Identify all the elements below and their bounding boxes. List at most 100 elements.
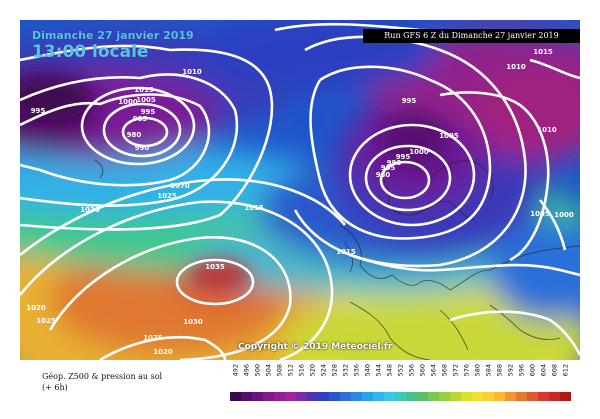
legend-swatch (450, 392, 461, 401)
isobar-label: 1015 (533, 48, 553, 56)
legend-value: 500 (254, 364, 262, 376)
legend-value: 544 (375, 364, 383, 376)
isobar-label: 1000 (554, 211, 574, 219)
isobar-label: 1000 (409, 148, 429, 156)
legend-value: 588 (496, 364, 504, 376)
legend-swatch (351, 392, 362, 401)
legend-value: 600 (529, 364, 537, 376)
isobar-label: 1075 (143, 334, 163, 342)
legend-swatch (373, 392, 384, 401)
legend-swatch (384, 392, 395, 401)
isobar-label: 1030 (183, 318, 203, 326)
forecast-time: 13:00 locale (32, 42, 149, 62)
legend-value: 580 (474, 364, 482, 376)
geopotential-field: 1015 1010 1000 1005 995 985 980 990 995 … (20, 20, 580, 360)
legend-swatch (560, 392, 571, 401)
isobar-label: 1020 (26, 304, 46, 312)
legend-value: 536 (353, 364, 361, 376)
legend-swatch (230, 392, 241, 401)
legend-value: 548 (386, 364, 394, 376)
legend-swatch (318, 392, 329, 401)
isobar-label: 990 (387, 159, 402, 167)
legend-swatch (439, 392, 450, 401)
isobar-label: 1015 (134, 86, 154, 94)
caption-lead-time: (+ 6h) (42, 383, 68, 392)
isobar-label: 1010 (506, 63, 526, 71)
legend-value: 508 (276, 364, 284, 376)
caption-parameter: Géop. Z500 & pression au sol (42, 372, 163, 381)
legend-swatch (516, 392, 527, 401)
legend-value: 552 (397, 364, 405, 376)
legend-swatch (428, 392, 439, 401)
legend-value: 504 (265, 364, 273, 376)
legend-value: 608 (551, 364, 559, 376)
legend-swatch (395, 392, 406, 401)
isobar-label: 995 (402, 97, 417, 105)
legend-value: 560 (419, 364, 427, 376)
legend-value: 512 (287, 364, 295, 376)
legend-swatch (241, 392, 252, 401)
legend-value: 576 (463, 364, 471, 376)
legend-value: 524 (320, 364, 328, 376)
legend-swatch (329, 392, 340, 401)
legend-swatch (472, 392, 483, 401)
legend-swatch (406, 392, 417, 401)
isobar-label: 995 (141, 108, 156, 116)
isobar-label: 985 (381, 164, 396, 172)
legend-swatch (362, 392, 373, 401)
legend-swatch (307, 392, 318, 401)
isobar-label: 995 (31, 107, 46, 115)
legend-swatch (494, 392, 505, 401)
legend-value: 492 (232, 364, 240, 376)
legend-swatch (527, 392, 538, 401)
legend-swatch (296, 392, 307, 401)
legend-swatch (483, 392, 494, 401)
isobar-label: 1015 (336, 248, 356, 256)
legend-swatch (461, 392, 472, 401)
isobar-label: 1025 (36, 317, 56, 325)
isobar-label: 1005 (439, 132, 459, 140)
isobar-label: 1070 (170, 182, 190, 190)
isobar-label: 1005 (136, 96, 156, 104)
legend-swatch (340, 392, 351, 401)
legend-swatch (538, 392, 549, 401)
legend-swatch (549, 392, 560, 401)
legend-value: 516 (298, 364, 306, 376)
isobar-label: 1015 (244, 204, 264, 212)
legend-value: 592 (507, 364, 515, 376)
legend-value: 528 (331, 364, 339, 376)
isobar-label: 985 (133, 115, 148, 123)
copyright-text: Copyright © 2019 Meteociel.fr (238, 342, 393, 352)
legend-value: 540 (364, 364, 372, 376)
isobar-label: 1010 (537, 126, 557, 134)
isobar-label: 980 (376, 171, 391, 179)
legend-value: 584 (485, 364, 493, 376)
legend-swatch (417, 392, 428, 401)
isobar-label: 1000 (118, 98, 138, 106)
legend-value: 612 (562, 364, 570, 376)
map-caption: Géop. Z500 & pression au sol (+ 6h) (42, 371, 162, 393)
isobar-label: 995 (396, 153, 411, 161)
isobar-label: 990 (135, 144, 150, 152)
legend-value: 532 (342, 364, 350, 376)
isobar-label: 980 (127, 131, 142, 139)
forecast-date: Dimanche 27 janvier 2019 (32, 29, 194, 42)
legend-value: 596 (518, 364, 526, 376)
isobar-label: 1005 (530, 210, 550, 218)
weather-map: 1015 1010 1000 1005 995 985 980 990 995 … (20, 20, 580, 360)
legend-value: 520 (309, 364, 317, 376)
isobar-label: 1025 (157, 192, 177, 200)
isobar-label: 1030 (80, 206, 100, 214)
color-scale-legend: 492 496 500 504 508 512 516 520 524 528 532 536 540 5… (230, 364, 571, 401)
isobar-label: 1035 (205, 263, 225, 271)
legend-swatch (285, 392, 296, 401)
legend-value: 496 (243, 364, 251, 376)
legend-swatch (505, 392, 516, 401)
legend-swatch (274, 392, 285, 401)
legend-value: 572 (452, 364, 460, 376)
legend-value: 564 (430, 364, 438, 376)
legend-value: 604 (540, 364, 548, 376)
legend-swatch (252, 392, 263, 401)
model-run-label: Run GFS 6 Z du Dimanche 27 janvier 2019 (363, 29, 580, 43)
legend-value: 556 (408, 364, 416, 376)
